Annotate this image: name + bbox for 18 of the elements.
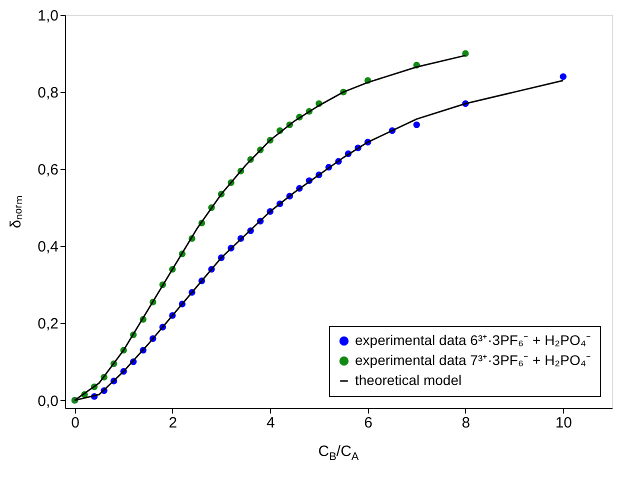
y-axis-title: δₙₒᵣₘ — [8, 196, 25, 228]
x-tick-label: 4 — [266, 414, 275, 432]
legend-label: theoretical model — [355, 372, 462, 388]
point — [413, 121, 420, 128]
x-tick-label: 10 — [555, 414, 572, 432]
x-tick-label: 6 — [364, 414, 372, 432]
y-tick-label: 0,6 — [38, 162, 58, 179]
y-tick-label: 0,2 — [38, 316, 58, 333]
y-tick-label: 0,8 — [38, 84, 58, 102]
y-tick-label: 0,0 — [38, 392, 58, 410]
x-tick-label: 0 — [71, 414, 80, 432]
legend-label: experimental data 7³⁺·3PF₆⁻ + H₂PO₄⁻ — [355, 352, 592, 368]
y-tick-label: 0,4 — [38, 238, 58, 256]
x-tick-label: 8 — [462, 414, 470, 432]
y-tick-label: 1,0 — [38, 8, 58, 24]
point — [560, 73, 567, 80]
x-tick-label: 2 — [168, 414, 178, 432]
legend-label: experimental data 6³⁺·3PF₆⁻ + H₂PO₄⁻ — [355, 332, 592, 348]
